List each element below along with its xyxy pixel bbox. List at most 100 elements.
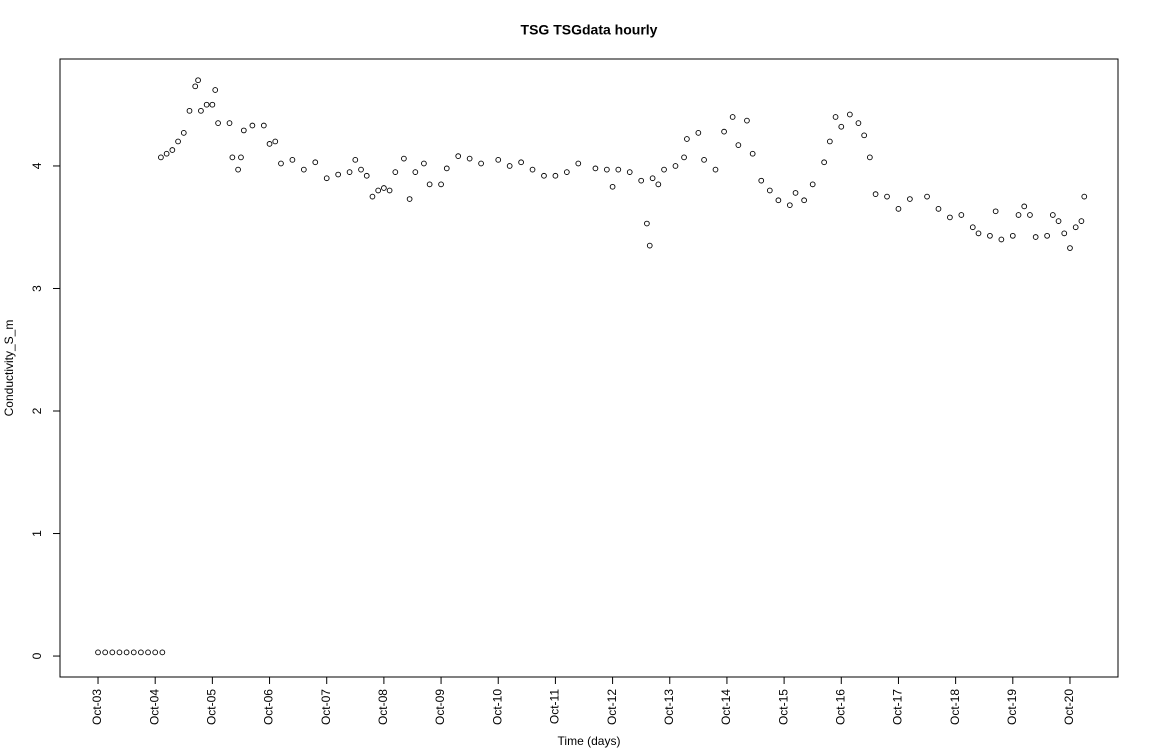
data-point [1049, 212, 1056, 218]
y-tick-label: 2 [30, 407, 44, 414]
data-point [215, 120, 221, 126]
data-point [186, 107, 193, 114]
data-point [615, 166, 622, 173]
data-point [992, 208, 999, 215]
data-point [998, 236, 1005, 243]
x-tick-label: Oct-16 [833, 689, 847, 725]
data-point [729, 114, 736, 120]
data-point [506, 163, 513, 169]
x-tick-label: Oct-19 [1005, 689, 1019, 725]
data-point [801, 197, 807, 204]
x-axis-label: Time (days) [558, 734, 621, 748]
data-point [792, 190, 799, 196]
x-tick-label: Oct-04 [147, 689, 161, 725]
y-tick-label: 0 [30, 652, 44, 659]
data-point [209, 101, 216, 108]
data-point [638, 177, 645, 184]
data-point [138, 649, 144, 656]
data-point [163, 150, 170, 157]
x-tick-label: Oct-10 [490, 689, 504, 725]
data-point [495, 156, 502, 163]
data-point [847, 111, 853, 118]
data-point [575, 160, 582, 167]
data-point [775, 197, 782, 204]
data-point [198, 107, 204, 114]
data-point [744, 117, 750, 124]
data-point [1081, 193, 1088, 200]
data-point [1027, 212, 1033, 218]
data-point [766, 187, 773, 194]
data-point [644, 220, 650, 227]
data-point [786, 202, 793, 209]
data-point [300, 166, 307, 173]
data-point [169, 147, 176, 153]
data-point [192, 83, 199, 90]
data-point [552, 172, 559, 179]
data-point [203, 101, 210, 108]
data-point [145, 649, 151, 656]
data-point [958, 212, 965, 218]
data-point [1032, 234, 1039, 240]
data-point [412, 169, 419, 175]
data-point [838, 123, 845, 130]
data-point [609, 183, 616, 190]
data-point [438, 181, 444, 188]
data-point [1072, 224, 1079, 231]
data-point [684, 136, 690, 142]
y-tick-label: 1 [30, 530, 44, 537]
data-point [266, 141, 273, 147]
x-tick-label: Oct-13 [662, 689, 676, 725]
y-axis-label: Conductivity_S_m [2, 320, 16, 417]
data-point [907, 196, 913, 202]
data-point [123, 649, 130, 656]
data-point [346, 169, 353, 175]
data-point [195, 77, 201, 84]
data-point [272, 138, 279, 145]
x-tick-label: Oct-06 [262, 689, 276, 725]
x-tick-label: Oct-15 [776, 689, 790, 725]
data-point [721, 128, 727, 135]
data-point [478, 160, 484, 167]
data-point [158, 154, 164, 161]
data-point [358, 166, 364, 173]
data-point [735, 142, 742, 148]
data-point [260, 122, 267, 129]
plot-frame [59, 58, 1119, 678]
data-point [240, 127, 247, 134]
data-point [655, 181, 662, 188]
data-point [289, 156, 296, 163]
x-tick-label: Oct-07 [319, 689, 333, 725]
data-point [421, 160, 427, 167]
x-tick-label: Oct-05 [205, 689, 219, 725]
y-tick-label: 4 [30, 162, 44, 169]
data-point [563, 169, 570, 175]
data-point [352, 156, 359, 163]
data-point [1015, 212, 1022, 218]
data-point [369, 193, 376, 200]
data-point [1044, 232, 1050, 239]
data-point [672, 163, 679, 169]
data-point [701, 156, 707, 163]
data-point [386, 187, 393, 194]
data-point [95, 649, 101, 656]
data-point [1061, 230, 1068, 237]
x-tick-label: Oct-17 [891, 689, 905, 725]
data-point [604, 166, 610, 173]
data-point [116, 649, 123, 656]
data-point [102, 649, 109, 656]
data-point [749, 150, 756, 157]
data-point [529, 166, 536, 173]
data-point [518, 159, 524, 166]
data-point [152, 649, 159, 656]
data-point [969, 224, 976, 231]
x-tick-label: Oct-12 [605, 689, 619, 725]
data-point [323, 175, 330, 182]
x-tick-label: Oct-09 [433, 689, 447, 725]
data-point [1055, 218, 1062, 224]
data-point [180, 130, 187, 136]
data-point [426, 181, 433, 188]
data-point [249, 122, 256, 129]
data-point [541, 172, 547, 179]
y-tick-label: 3 [30, 285, 44, 292]
